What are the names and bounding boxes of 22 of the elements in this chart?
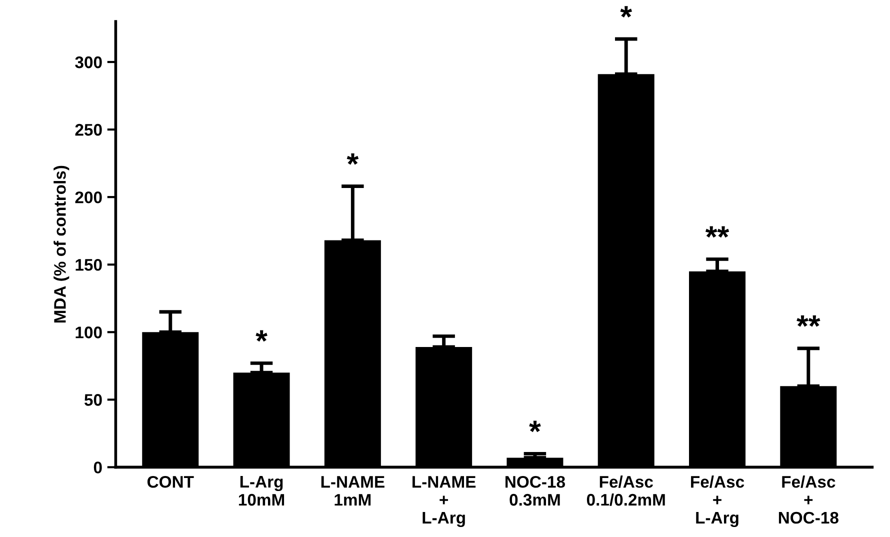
x-tick-label: Fe/Asc + NOC-18	[778, 476, 838, 524]
annotation: *	[256, 330, 268, 342]
x-tick-label: NOC-18 0.3mM	[506, 476, 566, 506]
y-tick-label: 200	[75, 191, 102, 204]
x-tick-label: L-NAME + L-Arg	[412, 476, 476, 528]
annotation: *	[346, 153, 359, 165]
annotation: *	[529, 420, 541, 432]
x-tick-label: L-NAME 1mM	[321, 476, 384, 506]
y-tick-label: 0	[94, 462, 102, 474]
y-axis-title: MDA (% of controls)	[54, 166, 70, 323]
y-tick-label: 300	[75, 56, 102, 68]
x-tick-label: Fe/Asc + L-Arg	[691, 476, 744, 528]
y-tick-label: 250	[75, 124, 102, 136]
y-tick-label: 100	[76, 326, 102, 338]
x-tick-label: Fe/Asc 0.1/0.2mM	[586, 476, 665, 506]
annotation: **	[796, 315, 820, 327]
annotation: **	[705, 226, 730, 238]
y-tick-label: 150	[76, 258, 102, 271]
x-tick-label: CONT	[147, 476, 194, 488]
x-tick-label: L-Arg 10mM	[238, 476, 284, 506]
annotation: *	[620, 6, 632, 18]
y-tick-label: 50	[84, 394, 102, 406]
